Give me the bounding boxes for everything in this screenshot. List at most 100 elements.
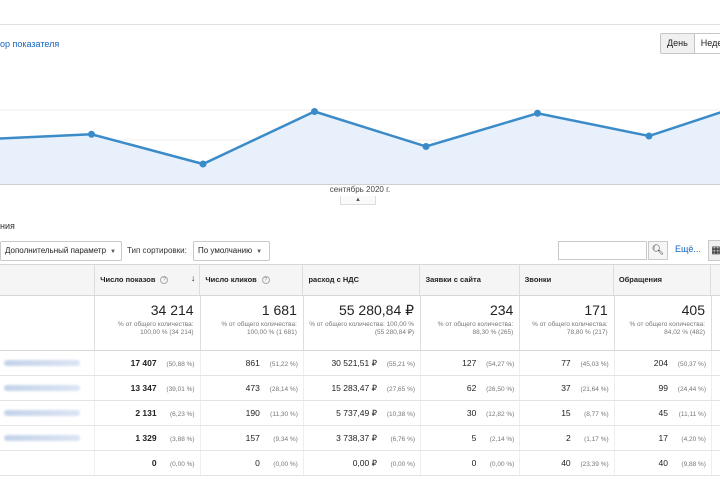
total-subtext: % от общего количества: 100,00 % (34 214…	[118, 321, 194, 336]
cell-value: 30	[466, 408, 477, 418]
header-site-leads[interactable]: Заявки с сайта	[420, 265, 520, 295]
cell-percent: (0,00 %)	[489, 461, 515, 468]
header-requests[interactable]: Обращения	[614, 265, 712, 295]
cell-percent: (24,44 %)	[677, 386, 706, 393]
total-value: 234	[489, 302, 514, 318]
cell-percent: (6,23 %)	[170, 411, 195, 418]
cell-percent: (8,77 %)	[584, 411, 609, 418]
cell-value: 2	[565, 433, 571, 443]
grid-icon: ▦	[711, 245, 720, 256]
totals-label-cell	[0, 296, 96, 350]
help-icon[interactable]: ?	[160, 276, 169, 284]
cell-percent: (2,14 %)	[489, 436, 515, 443]
header-label: Звонки	[524, 275, 552, 284]
row-dimension-cell[interactable]	[0, 376, 96, 400]
chart-point[interactable]	[199, 160, 207, 168]
cell-percent: (45,03 %)	[580, 361, 609, 368]
table-cell: 0 (0,00 %)	[95, 451, 201, 475]
row-dimension-cell[interactable]	[0, 451, 96, 475]
row-dimension-cell[interactable]	[0, 351, 96, 375]
cell-value: 99	[658, 383, 668, 393]
help-icon[interactable]: ?	[261, 276, 270, 284]
chart-point[interactable]	[311, 108, 318, 115]
chart-point[interactable]	[88, 130, 95, 138]
table-cell: 30 (12,82 %)	[421, 401, 521, 425]
chart-point[interactable]	[534, 109, 541, 117]
header-label: Обращения	[618, 275, 663, 284]
cell-value: 2 131	[135, 408, 157, 418]
cell-value: 15 283,47 ₽	[331, 383, 378, 393]
header-cost[interactable]: расход с НДС	[303, 265, 421, 295]
chart-series-line	[0, 110, 720, 166]
cell-value: 13 347	[130, 383, 157, 393]
header-impressions[interactable]: Число показов? ↓	[95, 265, 201, 295]
sort-type-label: Тип сортировки:	[127, 246, 187, 255]
total-subtext: % от общего количества: 88,30 % (265)	[437, 321, 514, 336]
search-button[interactable]: 🔍︎	[648, 241, 668, 260]
total-subtext: % от общего количества: 78,80 % (217)	[532, 321, 608, 336]
header-label: Число показов	[100, 275, 156, 284]
header-clicks[interactable]: Число кликов?	[200, 265, 304, 295]
cell-value: 15	[561, 408, 571, 418]
table-cell: 40 (9,88 %)	[615, 451, 712, 475]
cell-percent: (11,30 %)	[270, 411, 298, 418]
advanced-filter-link[interactable]: Ещё...	[675, 244, 701, 254]
cell-percent: (54,27 %)	[486, 361, 515, 368]
cell-value: 190	[245, 408, 260, 418]
redacted-dimension-value	[4, 360, 80, 366]
cell-value: 40	[561, 458, 571, 468]
cell-value: 62	[466, 383, 477, 393]
cell-value: 5	[471, 433, 477, 443]
cell-value: 861	[245, 358, 260, 368]
sort-desc-icon: ↓	[190, 273, 196, 283]
chart-point[interactable]	[422, 143, 430, 150]
table-cell: 473 (28,14 %)	[201, 376, 304, 400]
caret-up-icon: ▲	[355, 197, 361, 203]
table-cell: 30 521,51 ₽ (55,21 %)	[304, 351, 422, 375]
table-cell: 5 (2,14 %)	[421, 426, 521, 450]
total-cell: 1 681 % от общего количества: 100,00 % (1…	[201, 296, 304, 350]
cell-value: 17	[658, 433, 668, 443]
table-cell: 190 (11,30 %)	[201, 401, 304, 425]
cell-percent: (4,20 %)	[681, 436, 706, 443]
table-cell: 157 (9,34 %)	[201, 426, 304, 450]
cell-value: 40	[658, 458, 668, 468]
total-cell: 405 % от общего количества: 84,02 % (482)	[615, 296, 712, 350]
period-week-button[interactable]: Недел	[693, 34, 720, 53]
cell-value: 473	[245, 383, 260, 393]
table-cell: 77 (45,03 %)	[520, 351, 615, 375]
table-cell: 5 737,49 ₽ (10,38 %)	[304, 401, 422, 425]
chart-collapse-handle[interactable]: ▲	[340, 196, 376, 205]
table-view-toggle[interactable]: ▦	[708, 240, 720, 261]
table-search-input[interactable]	[558, 241, 647, 260]
cell-percent: (27,65 %)	[386, 386, 416, 393]
table-row: 13 347 (39,01 %) 473 (28,14 %) 15 283,47 ₽ (2…	[0, 376, 720, 401]
cell-percent: (50,88 %)	[166, 361, 195, 368]
table-row: 0 (0,00 %) 0 (0,00 %) 0,00 ₽ (0,00 %) 0 (0,00 %…	[0, 451, 720, 476]
sort-type-select[interactable]: По умолчанию ▼	[193, 241, 270, 261]
total-cell: 171 % от общего количества: 78,80 % (217)	[520, 296, 615, 350]
secondary-dimension-select[interactable]: Дополнительный параметр ▼	[0, 241, 122, 261]
table-cell: 1 329 (3,88 %)	[95, 426, 201, 450]
chart-point[interactable]	[645, 132, 653, 140]
cell-percent: (12,82 %)	[486, 411, 515, 418]
header-label: расход с НДС	[308, 275, 360, 284]
total-value: 1 681	[261, 302, 297, 318]
cell-percent: (26,50 %)	[486, 386, 515, 393]
redacted-dimension-value	[4, 385, 80, 391]
overflow-cell	[712, 376, 720, 400]
row-dimension-cell[interactable]	[0, 426, 96, 450]
sort-type-value: По умолчанию	[198, 246, 253, 255]
overflow-cell	[712, 351, 720, 375]
header-calls[interactable]: Звонки	[520, 265, 614, 295]
total-subtext: % от общего количества: 100,00 % (55 280…	[309, 321, 415, 336]
cell-percent: (21,64 %)	[580, 386, 609, 393]
total-value: 405	[681, 302, 705, 318]
period-day-button[interactable]: День	[661, 34, 694, 53]
select-metric-link[interactable]: ор показателя	[0, 39, 60, 49]
cell-percent: (6,76 %)	[390, 436, 416, 443]
header-label: Число кликов	[205, 275, 257, 284]
cell-percent: (1,17 %)	[584, 436, 609, 443]
row-dimension-cell[interactable]	[0, 401, 96, 425]
cell-percent: (0,00 %)	[170, 461, 195, 468]
